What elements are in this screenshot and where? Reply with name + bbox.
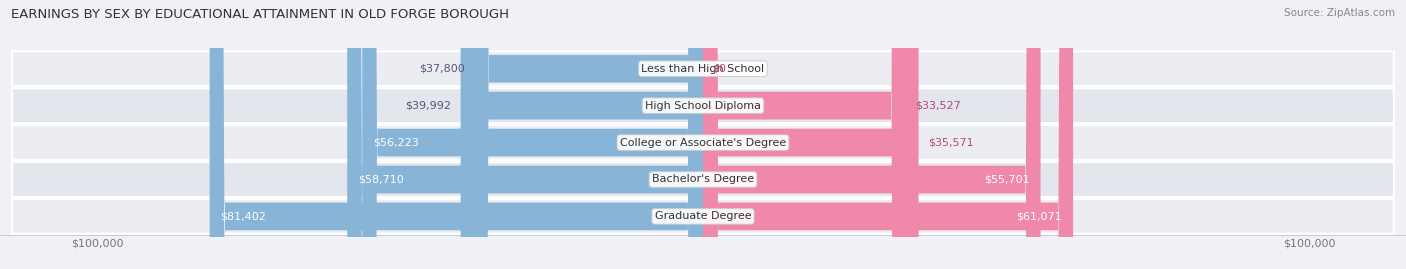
Text: $61,071: $61,071 bbox=[1017, 211, 1062, 221]
Text: $35,571: $35,571 bbox=[928, 137, 973, 148]
FancyBboxPatch shape bbox=[13, 88, 1393, 123]
Text: $37,800: $37,800 bbox=[419, 64, 465, 74]
FancyBboxPatch shape bbox=[13, 162, 1393, 197]
Text: $81,402: $81,402 bbox=[221, 211, 267, 221]
Text: $56,223: $56,223 bbox=[373, 137, 419, 148]
Text: EARNINGS BY SEX BY EDUCATIONAL ATTAINMENT IN OLD FORGE BOROUGH: EARNINGS BY SEX BY EDUCATIONAL ATTAINMEN… bbox=[11, 8, 509, 21]
FancyBboxPatch shape bbox=[347, 0, 703, 269]
FancyBboxPatch shape bbox=[13, 199, 1393, 234]
FancyBboxPatch shape bbox=[13, 51, 1393, 86]
FancyBboxPatch shape bbox=[13, 125, 1393, 160]
Text: Source: ZipAtlas.com: Source: ZipAtlas.com bbox=[1284, 8, 1395, 18]
Text: $0: $0 bbox=[711, 64, 725, 74]
FancyBboxPatch shape bbox=[703, 0, 907, 269]
Text: High School Diploma: High School Diploma bbox=[645, 101, 761, 111]
Text: $55,701: $55,701 bbox=[984, 175, 1029, 185]
FancyBboxPatch shape bbox=[209, 0, 703, 269]
Text: $39,992: $39,992 bbox=[405, 101, 451, 111]
FancyBboxPatch shape bbox=[703, 0, 918, 269]
Text: College or Associate's Degree: College or Associate's Degree bbox=[620, 137, 786, 148]
Text: $58,710: $58,710 bbox=[359, 175, 404, 185]
FancyBboxPatch shape bbox=[363, 0, 703, 269]
Text: Less than High School: Less than High School bbox=[641, 64, 765, 74]
FancyBboxPatch shape bbox=[474, 0, 703, 269]
FancyBboxPatch shape bbox=[461, 0, 703, 269]
Text: Graduate Degree: Graduate Degree bbox=[655, 211, 751, 221]
Text: Bachelor's Degree: Bachelor's Degree bbox=[652, 175, 754, 185]
FancyBboxPatch shape bbox=[703, 0, 1040, 269]
Text: $33,527: $33,527 bbox=[915, 101, 962, 111]
FancyBboxPatch shape bbox=[703, 0, 1073, 269]
